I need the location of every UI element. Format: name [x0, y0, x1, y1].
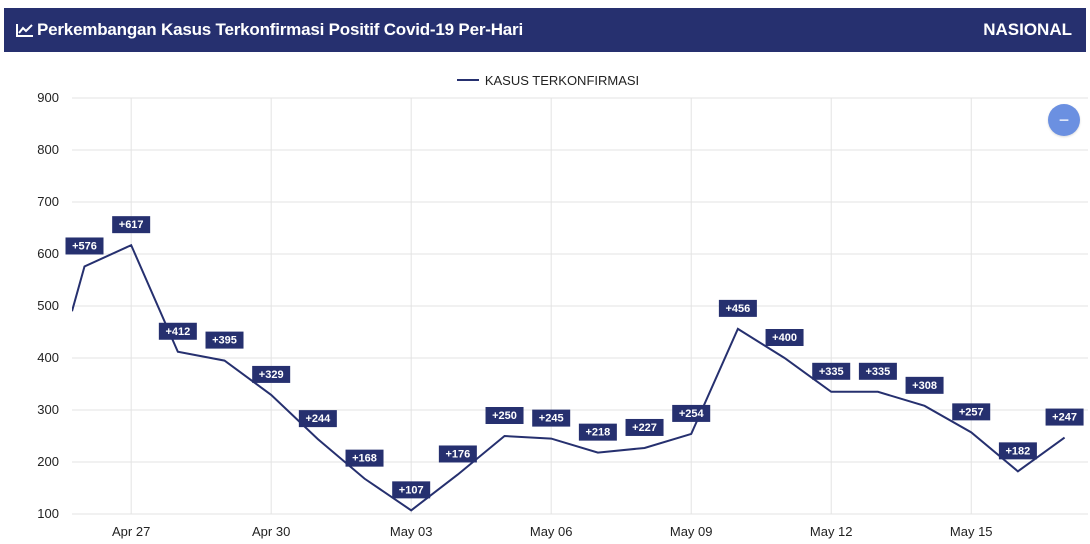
y-tick-label: 800 — [37, 142, 59, 157]
data-label: +257 — [952, 403, 991, 421]
x-tick-label: May 15 — [950, 524, 993, 539]
data-label: +335 — [858, 362, 897, 380]
data-label-text: +218 — [585, 427, 610, 439]
data-label: +176 — [438, 445, 477, 463]
data-label-text: +412 — [165, 326, 190, 338]
data-label: +456 — [718, 299, 757, 317]
x-tick-label: May 06 — [530, 524, 573, 539]
data-label: +576 — [65, 237, 104, 255]
line-chart-icon — [16, 23, 34, 37]
x-tick-label: Apr 30 — [252, 524, 290, 539]
y-tick-label: 200 — [37, 454, 59, 469]
data-label: +227 — [625, 418, 664, 436]
data-label-text: +244 — [305, 413, 331, 425]
y-tick-label: 100 — [37, 506, 59, 521]
data-label: +250 — [485, 407, 524, 424]
header-title-group: Perkembangan Kasus Terkonfirmasi Positif… — [16, 20, 523, 40]
data-label-text: +107 — [399, 484, 424, 496]
data-label: +329 — [252, 365, 291, 383]
data-label-text: +335 — [865, 366, 890, 378]
data-label: +308 — [905, 376, 944, 394]
chart-header: Perkembangan Kasus Terkonfirmasi Positif… — [4, 8, 1086, 52]
region-label[interactable]: NASIONAL — [983, 20, 1072, 39]
chart-legend[interactable]: KASUS TERKONFIRMASI — [0, 71, 1090, 89]
data-label-text: +308 — [912, 380, 937, 392]
data-label: +400 — [765, 329, 804, 346]
y-tick-label: 500 — [37, 298, 59, 313]
y-tick-label: 300 — [37, 402, 59, 417]
data-label-text: +245 — [539, 413, 564, 425]
data-label: +218 — [578, 423, 617, 441]
data-label-text: +227 — [632, 422, 657, 434]
data-label: +182 — [998, 442, 1037, 460]
data-label-text: +335 — [819, 366, 844, 378]
data-label-text: +617 — [119, 219, 144, 231]
x-tick-label: Apr 27 — [112, 524, 150, 539]
zoom-out-button[interactable]: − — [1048, 104, 1080, 136]
data-label-text: +329 — [259, 369, 284, 381]
data-label: +107 — [392, 481, 431, 499]
legend-swatch — [456, 79, 479, 81]
data-label-text: +576 — [72, 240, 97, 252]
y-tick-label: 900 — [37, 90, 59, 105]
minus-icon: − — [1058, 110, 1070, 130]
data-label-text: +176 — [445, 448, 470, 460]
data-label: +335 — [812, 362, 851, 380]
y-tick-label: 400 — [37, 350, 59, 365]
data-label-text: +257 — [959, 406, 984, 418]
data-label-text: +247 — [1052, 412, 1077, 424]
data-label: +244 — [298, 410, 337, 428]
data-label-text: +400 — [772, 332, 797, 344]
legend-label: KASUS TERKONFIRMASI — [484, 72, 640, 88]
data-label-text: +168 — [352, 453, 377, 465]
data-label-text: +456 — [725, 303, 750, 315]
data-label-text: +182 — [1006, 445, 1031, 457]
data-label-text: +254 — [679, 408, 705, 420]
data-label: +247 — [1045, 408, 1084, 426]
data-label-text: +250 — [492, 410, 517, 422]
data-label: +412 — [158, 322, 197, 340]
y-tick-label: 700 — [37, 194, 59, 209]
data-label-text: +395 — [212, 335, 237, 347]
chart-title: Perkembangan Kasus Terkonfirmasi Positif… — [37, 20, 523, 39]
data-label: +245 — [532, 409, 571, 427]
data-label: +254 — [672, 404, 711, 422]
series-line — [72, 243, 1066, 512]
y-tick-label: 600 — [37, 246, 59, 261]
x-tick-label: May 03 — [390, 524, 433, 539]
x-tick-label: May 09 — [670, 524, 713, 539]
data-label: +168 — [345, 449, 384, 467]
data-label: +395 — [205, 331, 244, 349]
data-label: +617 — [112, 216, 151, 234]
x-tick-label: May 12 — [810, 524, 853, 539]
